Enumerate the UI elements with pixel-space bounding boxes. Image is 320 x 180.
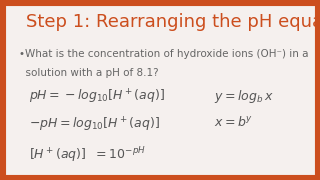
Text: solution with a pH of 8.1?: solution with a pH of 8.1? [19, 68, 159, 78]
Text: $-pH = log_{10}[H^+(aq)]$: $-pH = log_{10}[H^+(aq)]$ [29, 115, 160, 134]
Text: $x = b^y$: $x = b^y$ [214, 115, 254, 129]
Text: •What is the concentration of hydroxide ions (OH⁻) in a: •What is the concentration of hydroxide … [19, 49, 309, 59]
Text: $y = log_b\,x$: $y = log_b\,x$ [214, 88, 274, 105]
Text: Step 1: Rearranging the pH equation: Step 1: Rearranging the pH equation [26, 13, 320, 31]
Text: $pH = -log_{10}[H^+(aq)]$: $pH = -log_{10}[H^+(aq)]$ [29, 88, 165, 107]
Text: $[H^+(aq)]\ \ = 10^{-pH}$: $[H^+(aq)]\ \ = 10^{-pH}$ [29, 146, 146, 165]
